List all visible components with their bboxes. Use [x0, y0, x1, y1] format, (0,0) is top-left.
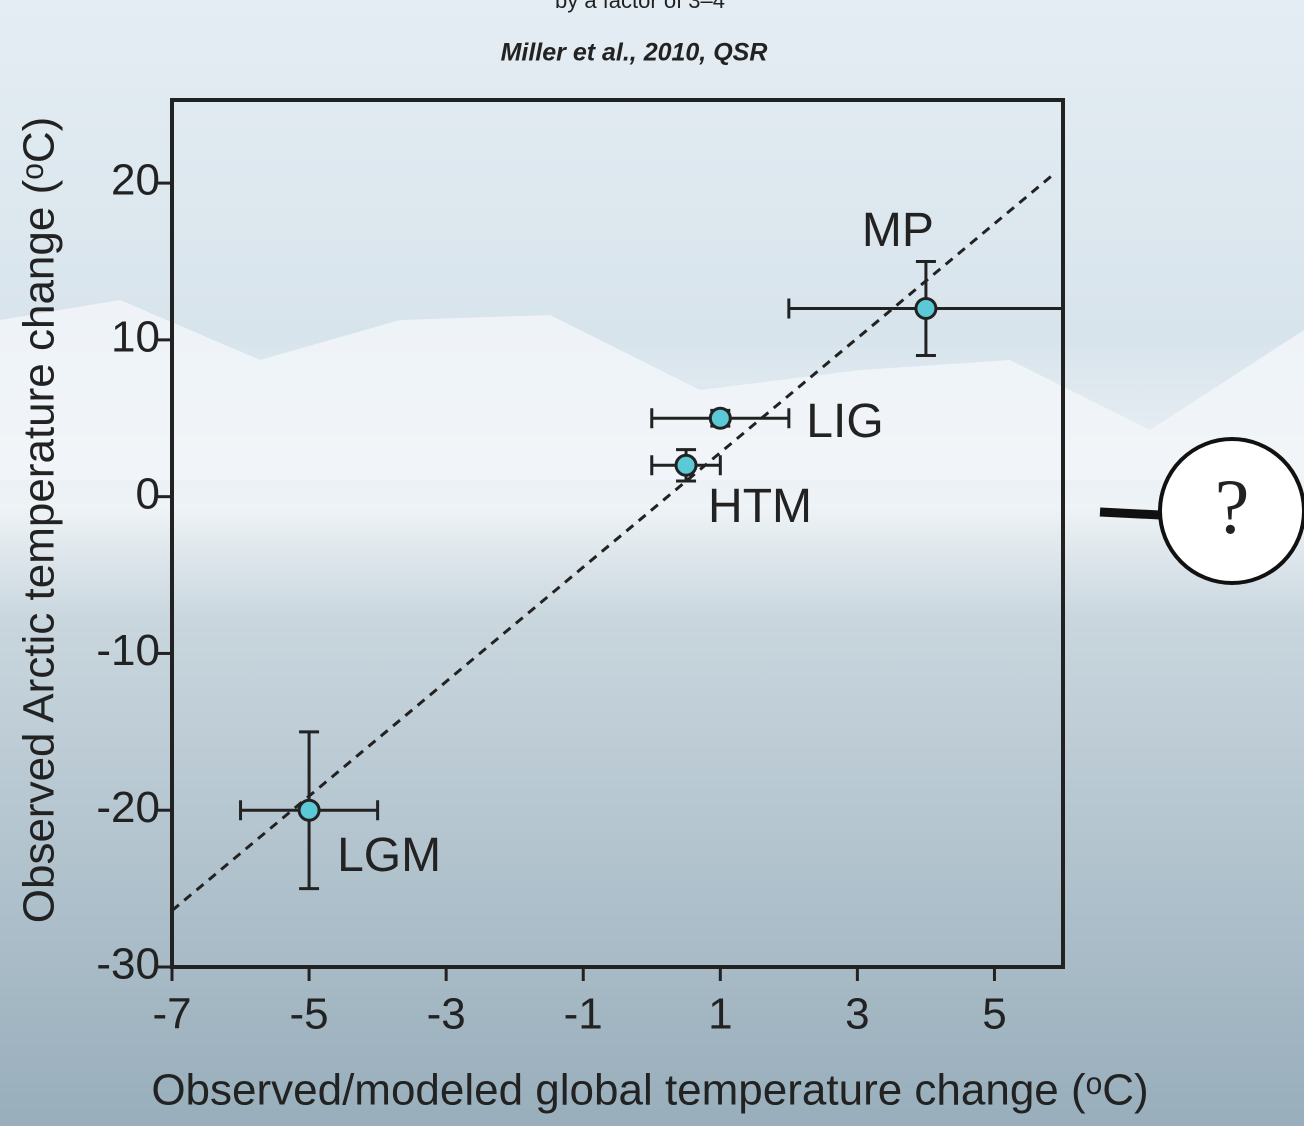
subtitle: by a factor of 3–4 — [555, 0, 725, 13]
x-tick-label: -3 — [427, 990, 466, 1039]
x-tick-label: 3 — [845, 990, 869, 1039]
y-tick-label: -20 — [96, 783, 160, 832]
x-tick-label: 1 — [708, 990, 732, 1039]
point-label: LIG — [806, 395, 883, 448]
point-label: MP — [862, 204, 934, 257]
y-tick-label: 10 — [111, 313, 160, 362]
point — [676, 455, 696, 475]
background — [0, 0, 1304, 1126]
chart: by a factor of 3–4 Miller et al., 2010, … — [0, 0, 1304, 1126]
y-axis-label: Observed Arctic temperature change (ᵒC) — [15, 117, 64, 924]
x-tick-label: -7 — [152, 990, 191, 1039]
y-tick-label: -30 — [96, 940, 160, 989]
y-tick-label: -10 — [96, 626, 160, 675]
x-tick-label: -5 — [290, 990, 329, 1039]
y-tick-label: 0 — [136, 469, 160, 518]
point — [299, 800, 319, 820]
point-label: HTM — [708, 480, 812, 533]
x-tick-label: -1 — [564, 990, 603, 1039]
x-tick-label: 5 — [982, 990, 1006, 1039]
x-axis-label: Observed/modeled global temperature chan… — [151, 1066, 1148, 1115]
point — [710, 408, 730, 428]
y-tick-label: 20 — [111, 156, 160, 205]
point-label: LGM — [337, 829, 441, 882]
point — [916, 299, 936, 319]
arrow-stroke — [1100, 512, 1160, 515]
question-mark: ? — [1215, 463, 1250, 550]
title: Miller et al., 2010, QSR — [501, 39, 768, 67]
